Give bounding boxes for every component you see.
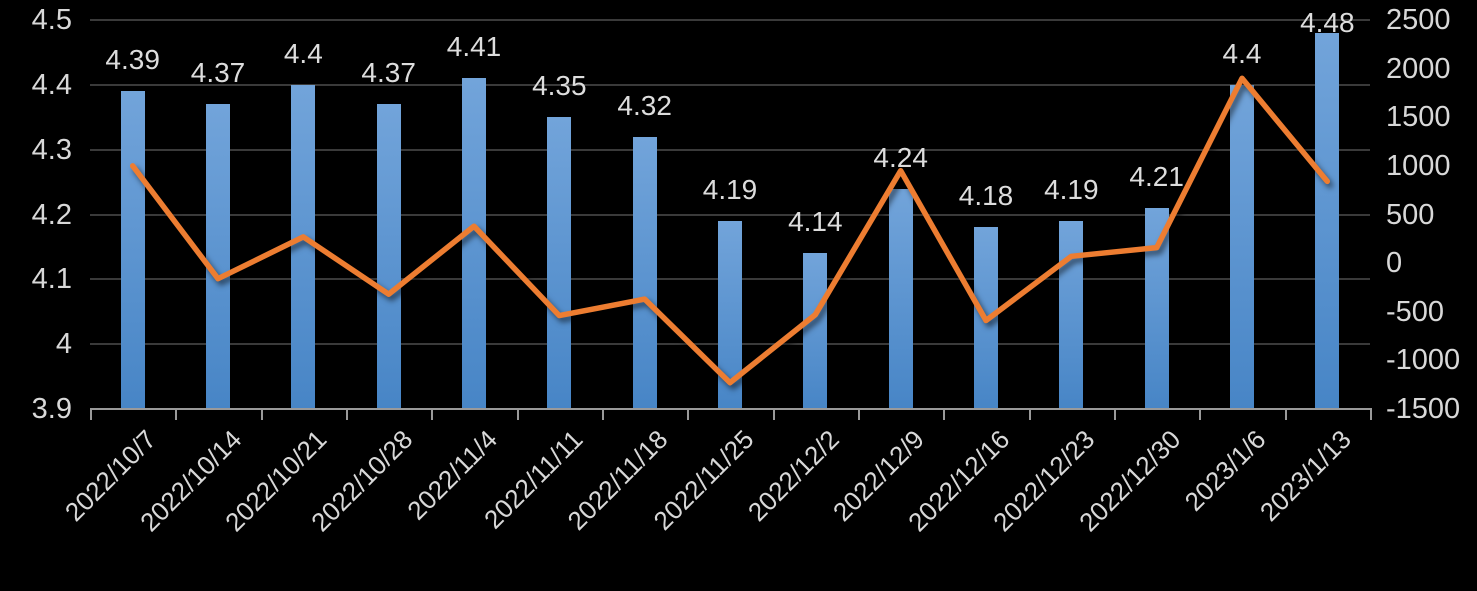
x-axis-tick [772, 408, 775, 420]
bar-data-label: 4.37 [190, 57, 246, 89]
left-axis-tick-label: 4.3 [31, 133, 72, 166]
x-axis-tick [516, 408, 519, 420]
bar [120, 91, 145, 409]
x-axis-label: 2022/12/2 [741, 424, 845, 528]
gridline [90, 19, 1370, 21]
x-axis-tick [1199, 408, 1202, 420]
right-axis-tick-label: 1500 [1386, 101, 1451, 134]
bar-data-label: 4.4 [283, 37, 323, 69]
bar [1315, 32, 1340, 409]
bar [376, 104, 401, 409]
bar [206, 104, 230, 409]
right-axis-tick-label: 500 [1386, 198, 1435, 231]
plot-area: 4.39 4.37 4.4 4.37 4.41 4.35 4.32 4.19 4.14 4.24 4… [90, 8, 1370, 409]
x-axis-tick [687, 408, 690, 420]
right-axis-tick-label: -1500 [1386, 393, 1461, 425]
line-series-path [129, 75, 1331, 386]
bar-data-label: 4.19 [702, 173, 758, 205]
right-axis-tick-label: 1000 [1386, 149, 1451, 182]
bar [632, 136, 657, 409]
left-axis-tick-label: 3.9 [31, 393, 72, 425]
gridline [90, 213, 1370, 216]
left-axis-tick-label: 4.5 [31, 4, 72, 36]
bar-data-label: 4.48 [1300, 7, 1355, 38]
x-axis-tick [431, 408, 434, 420]
bar [888, 188, 913, 409]
bar-data-label: 4.18 [958, 180, 1014, 212]
bar-data-label: 4.39 [105, 44, 160, 76]
bar [1144, 208, 1169, 409]
right-axis-tick-label: 2500 [1386, 4, 1451, 36]
x-axis-label: 2023/1/13 [1253, 424, 1357, 528]
left-axis-tick-label: 4.2 [31, 198, 72, 231]
x-axis-tick [943, 408, 946, 420]
bar [1230, 84, 1254, 409]
x-axis-tick [1284, 408, 1287, 420]
bar-data-label: 4.14 [788, 206, 843, 238]
gridline [90, 83, 1370, 86]
left-axis-tick-label: 4.4 [31, 68, 72, 101]
gridline [90, 148, 1370, 151]
bar-data-label: 4.19 [1044, 173, 1099, 205]
x-axis-tick [90, 408, 92, 420]
bar-data-label: 4.41 [446, 31, 502, 63]
bar [803, 253, 828, 409]
right-axis-tick-label: -1000 [1386, 344, 1461, 377]
x-axis-tick [858, 408, 860, 420]
x-axis-tick [1028, 408, 1031, 420]
bar [291, 84, 316, 409]
right-axis-tick-label: -500 [1386, 295, 1445, 328]
bar-data-label: 4.4 [1222, 37, 1262, 69]
right-axis-tick-label: 2000 [1386, 52, 1451, 85]
x-axis-tick [602, 408, 604, 420]
left-axis-tick-label: 4.1 [31, 263, 72, 296]
bar-data-label: 4.37 [361, 57, 416, 89]
left-axis-tick-label: 4 [55, 328, 72, 361]
x-axis-tick [175, 408, 178, 420]
bar [547, 117, 572, 409]
bar-data-label: 4.21 [1129, 161, 1184, 193]
bar [462, 78, 486, 409]
x-axis-tick [1114, 408, 1116, 420]
bar-data-label: 4.24 [873, 141, 928, 173]
x-axis-line [90, 408, 1372, 410]
bar-data-label: 4.32 [617, 89, 672, 121]
bar [1059, 220, 1084, 409]
right-axis-tick-label: 0 [1386, 247, 1403, 280]
line-series [129, 75, 1331, 386]
x-axis-tick [1370, 408, 1372, 420]
x-axis-tick [260, 408, 263, 420]
x-axis-tick [346, 408, 348, 420]
bar-data-label: 4.35 [532, 70, 587, 102]
